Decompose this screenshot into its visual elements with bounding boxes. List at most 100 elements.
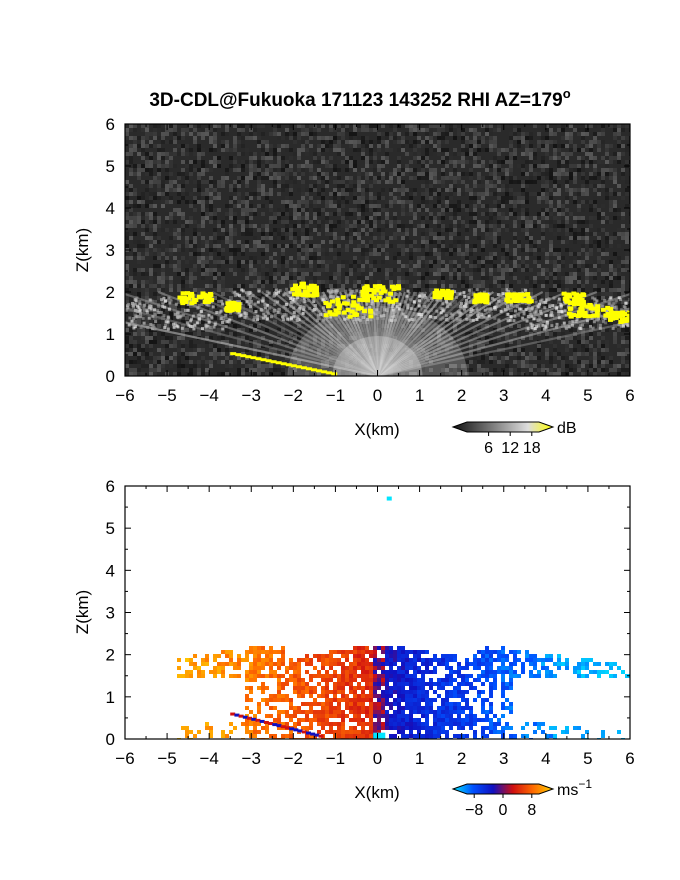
noise-pixel [409,220,413,224]
cloud-pixel [591,326,595,330]
noise-pixel [249,328,253,332]
noise-pixel [493,128,497,132]
noise-pixel [573,164,577,168]
noise-pixel [241,328,245,332]
noise-pixel [273,148,277,152]
noise-pixel [497,332,501,336]
noise-pixel [125,340,129,344]
noise-pixel [441,296,445,300]
noise-pixel [505,264,509,268]
noise-pixel [369,192,373,196]
noise-pixel [309,296,313,300]
noise-pixel [269,156,273,160]
noise-pixel [301,132,305,136]
noise-pixel [197,172,201,176]
noise-pixel [597,264,601,268]
beam-ray [377,291,544,376]
noise-pixel [549,248,553,252]
noise-pixel [581,280,585,284]
noise-pixel [497,272,501,276]
noise-pixel [153,144,157,148]
noise-pixel [513,176,517,180]
noise-pixel [601,344,605,348]
noise-pixel [601,140,605,144]
noise-pixel [453,260,457,264]
noise-pixel [129,160,133,164]
noise-pixel [269,300,273,304]
noise-pixel [449,184,453,188]
noise-pixel [621,336,625,340]
noise-pixel [285,136,289,140]
noise-pixel [201,356,205,360]
noise-pixel [137,136,141,140]
noise-pixel [301,188,305,192]
noise-pixel [397,244,401,248]
noise-pixel [621,128,625,132]
noise-pixel [617,344,621,348]
noise-pixel [533,152,537,156]
noise-pixel [289,372,293,376]
noise-pixel [409,296,413,300]
noise-pixel [617,124,621,128]
noise-pixel [425,272,429,276]
noise-pixel [225,268,229,272]
noise-pixel [541,308,545,312]
noise-pixel [537,264,541,268]
noise-pixel [597,244,601,248]
noise-pixel [381,236,385,240]
noise-pixel [309,260,313,264]
noise-pixel [397,252,401,256]
noise-pixel [221,288,225,292]
noise-pixel [197,176,201,180]
noise-pixel [585,228,589,232]
noise-pixel [409,196,413,200]
noise-pixel [505,192,509,196]
noise-pixel [281,272,285,276]
noise-pixel [521,360,525,364]
noise-pixel [409,188,413,192]
noise-pixel [437,224,441,228]
noise-pixel [257,360,261,364]
noise-pixel [193,188,197,192]
noise-pixel [589,124,593,128]
noise-pixel [493,212,497,216]
noise-pixel [509,208,513,212]
noise-pixel [481,140,485,144]
noise-pixel [389,216,393,220]
noise-pixel [577,252,581,256]
noise-pixel [305,364,309,368]
noise-pixel [321,208,325,212]
noise-pixel [165,344,169,348]
noise-pixel [525,280,529,284]
noise-pixel [589,300,593,304]
noise-pixel [197,364,201,368]
noise-pixel [453,284,457,288]
noise-pixel [445,204,449,208]
noise-pixel [329,276,333,280]
noise-pixel [229,288,233,292]
noise-pixel [605,148,609,152]
noise-pixel [217,180,221,184]
noise-pixel [149,212,153,216]
noise-pixel [469,148,473,152]
noise-pixel [389,172,393,176]
noise-pixel [557,172,561,176]
noise-pixel [469,360,473,364]
noise-pixel [477,132,481,136]
noise-pixel [393,136,397,140]
noise-pixel [557,128,561,132]
noise-pixel [461,372,465,376]
noise-pixel [293,208,297,212]
noise-pixel [265,224,269,228]
noise-pixel [465,152,469,156]
noise-pixel [493,164,497,168]
noise-pixel [601,280,605,284]
noise-pixel [297,212,301,216]
noise-pixel [405,192,409,196]
noise-pixel [217,264,221,268]
noise-pixel [593,272,597,276]
noise-pixel [361,208,365,212]
noise-pixel [265,272,269,276]
noise-pixel [157,148,161,152]
noise-pixel [261,356,265,360]
